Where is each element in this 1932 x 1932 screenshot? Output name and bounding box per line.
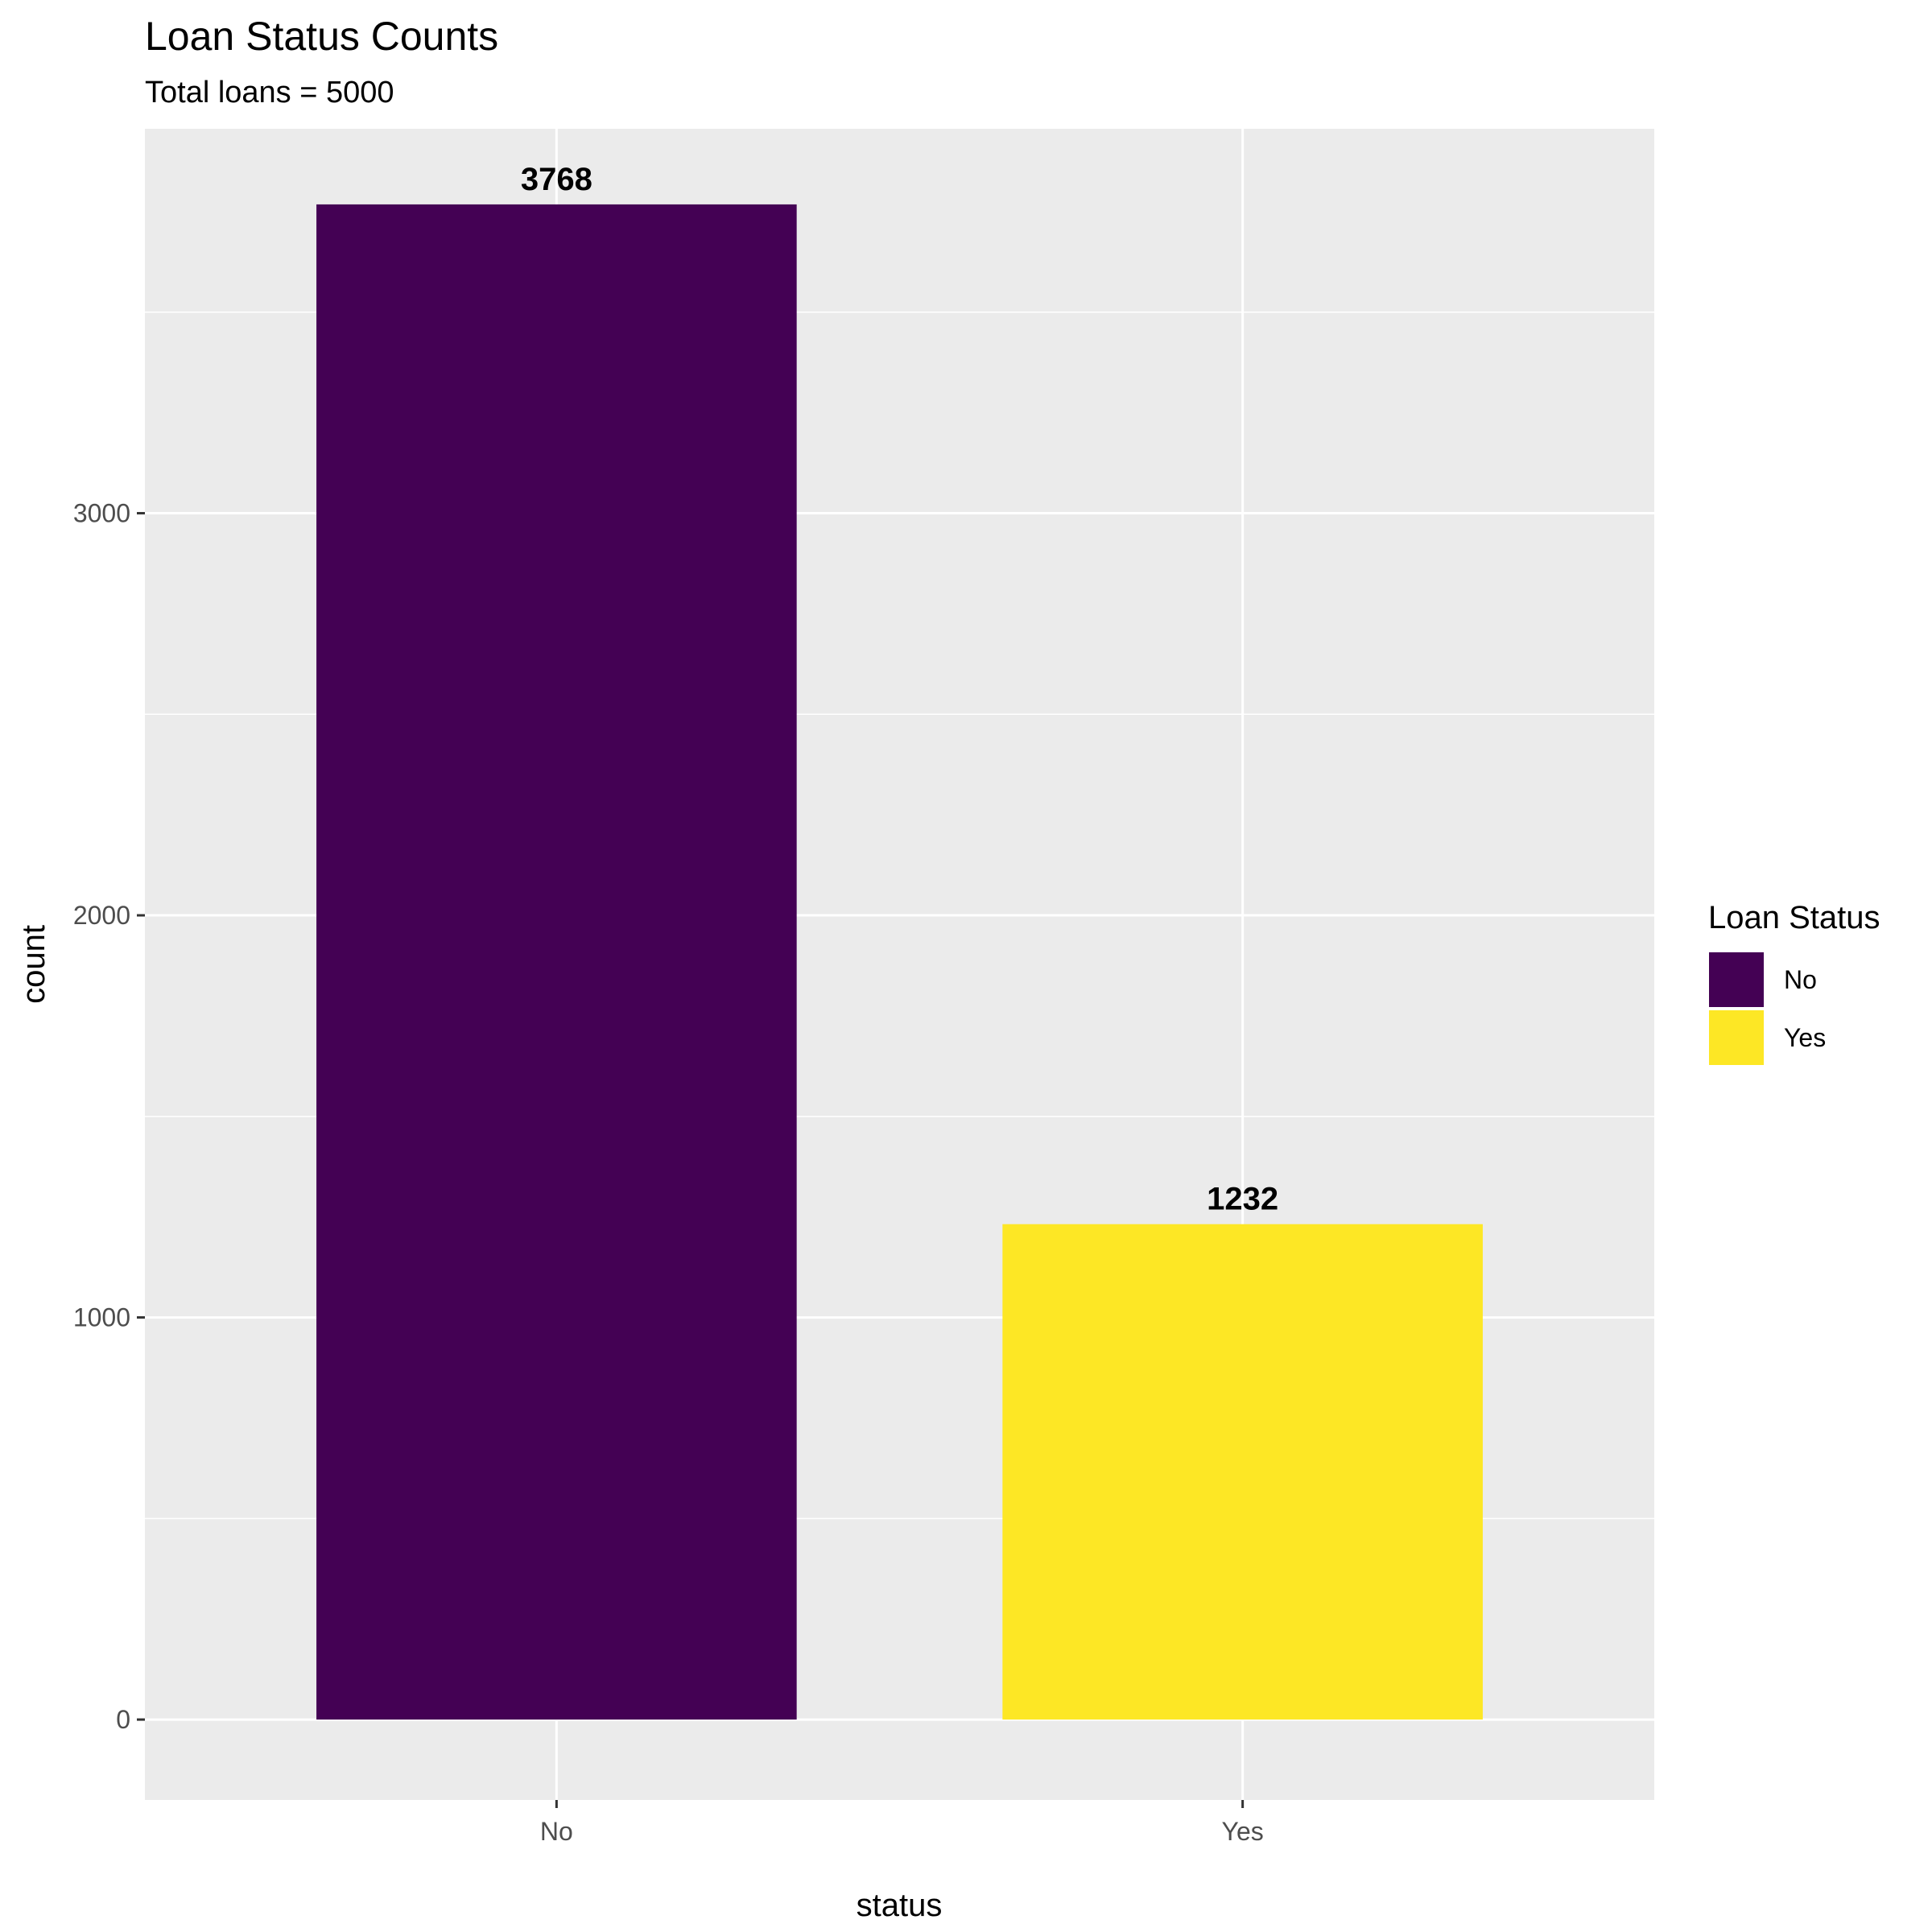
- y-axis-title: count: [16, 925, 52, 1004]
- y-tick-label: 0: [116, 1705, 130, 1734]
- chart-title: Loan Status Counts: [145, 14, 498, 59]
- data-label-no: 3768: [521, 162, 592, 197]
- x-axis-title: status: [857, 1888, 943, 1923]
- x-tick-label-yes: Yes: [1222, 1817, 1264, 1846]
- legend-entries: No Yes: [1707, 951, 1826, 1067]
- legend-label-yes: Yes: [1784, 1023, 1826, 1052]
- legend-title: Loan Status: [1708, 900, 1880, 935]
- legend-key-yes: [1707, 1009, 1765, 1067]
- legend: Loan Status No Yes: [1707, 900, 1880, 1067]
- x-tick-label-no: No: [540, 1817, 573, 1846]
- x-axis: No Yes: [540, 1800, 1264, 1846]
- legend-label-no: No: [1784, 965, 1817, 994]
- data-labels: 3768 1232: [521, 162, 1278, 1217]
- y-tick-label: 3000: [73, 499, 130, 528]
- legend-key-no: [1707, 951, 1765, 1009]
- bar-no: [316, 204, 797, 1720]
- chart-subtitle: Total loans = 5000: [145, 76, 394, 109]
- y-tick-label: 2000: [73, 901, 130, 930]
- bars: [316, 204, 1483, 1720]
- data-label-yes: 1232: [1207, 1182, 1278, 1217]
- y-axis: 0 1000 2000 3000: [73, 499, 145, 1734]
- bar-yes: [1002, 1224, 1483, 1720]
- y-tick-label: 1000: [73, 1303, 130, 1332]
